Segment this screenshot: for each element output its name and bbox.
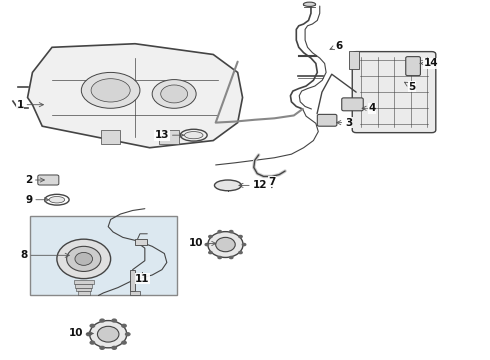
Text: 7: 7	[268, 177, 275, 188]
FancyBboxPatch shape	[318, 114, 337, 126]
Circle shape	[98, 326, 119, 342]
Bar	[101, 130, 121, 144]
Text: 13: 13	[155, 130, 184, 140]
Circle shape	[99, 318, 105, 323]
Ellipse shape	[81, 72, 140, 108]
Text: 9: 9	[25, 195, 49, 205]
Text: 10: 10	[69, 328, 93, 338]
Circle shape	[217, 256, 222, 259]
Text: 4: 4	[362, 103, 376, 113]
Ellipse shape	[303, 2, 316, 6]
Circle shape	[204, 243, 209, 246]
Bar	[130, 270, 135, 291]
Circle shape	[111, 346, 117, 350]
Ellipse shape	[161, 85, 188, 103]
Circle shape	[90, 320, 127, 348]
Text: 2: 2	[25, 175, 45, 185]
Circle shape	[90, 324, 96, 328]
Text: 1: 1	[17, 100, 44, 110]
Circle shape	[208, 235, 213, 238]
Circle shape	[229, 256, 234, 259]
Bar	[74, 280, 94, 284]
Ellipse shape	[184, 132, 203, 139]
Text: 14: 14	[420, 58, 438, 68]
Bar	[76, 288, 91, 291]
Circle shape	[57, 239, 111, 279]
Ellipse shape	[215, 180, 242, 191]
Bar	[30, 216, 176, 295]
Text: 3: 3	[337, 118, 352, 128]
Text: 6: 6	[330, 41, 343, 50]
Text: 10: 10	[189, 238, 216, 248]
Bar	[135, 239, 147, 244]
Circle shape	[229, 230, 234, 233]
Circle shape	[121, 324, 127, 328]
FancyBboxPatch shape	[406, 57, 420, 76]
Circle shape	[99, 346, 105, 350]
Circle shape	[75, 252, 93, 265]
Text: 5: 5	[405, 82, 416, 92]
Polygon shape	[27, 44, 243, 148]
FancyBboxPatch shape	[342, 98, 363, 111]
Ellipse shape	[49, 197, 65, 203]
Bar	[349, 51, 359, 69]
FancyBboxPatch shape	[352, 51, 436, 133]
Bar	[130, 291, 140, 295]
Circle shape	[90, 341, 96, 345]
Circle shape	[86, 332, 92, 336]
Text: 11: 11	[135, 273, 149, 284]
Ellipse shape	[152, 80, 196, 108]
Text: 8: 8	[21, 250, 69, 260]
Bar	[159, 130, 179, 144]
Circle shape	[208, 231, 243, 257]
Text: 12: 12	[239, 180, 267, 190]
Circle shape	[121, 341, 127, 345]
Circle shape	[238, 235, 243, 238]
Circle shape	[111, 318, 117, 323]
Circle shape	[208, 251, 213, 255]
Bar	[77, 291, 90, 295]
Ellipse shape	[91, 79, 130, 102]
Circle shape	[67, 246, 101, 271]
Bar	[75, 284, 92, 288]
Circle shape	[216, 237, 235, 252]
Circle shape	[217, 230, 222, 233]
Circle shape	[238, 251, 243, 255]
Circle shape	[242, 243, 246, 246]
Circle shape	[125, 332, 131, 336]
FancyBboxPatch shape	[38, 175, 59, 185]
